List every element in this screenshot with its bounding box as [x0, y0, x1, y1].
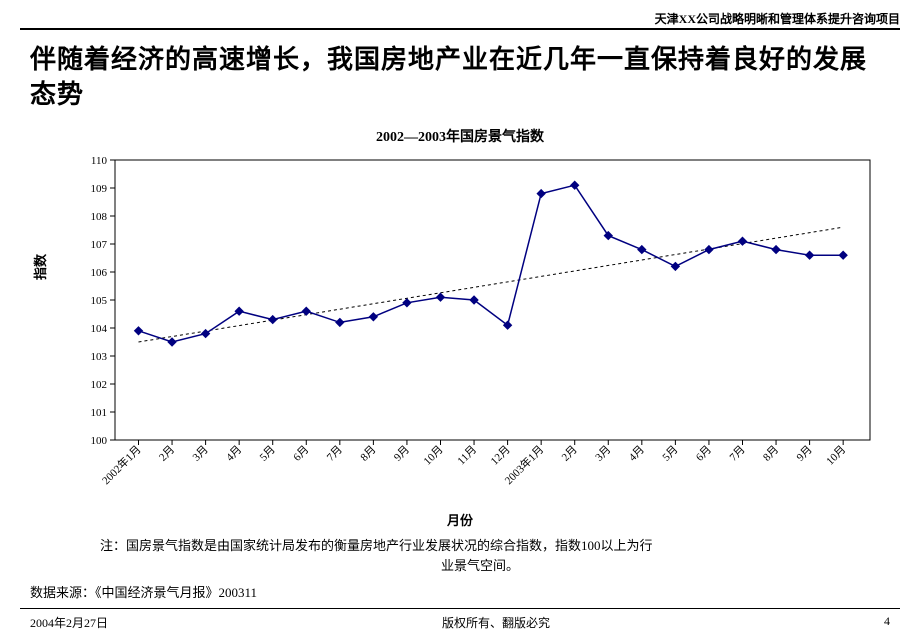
svg-text:109: 109 — [91, 183, 108, 195]
chart-title: 2002—2003年国房景气指数 — [0, 126, 920, 146]
svg-text:105: 105 — [91, 295, 108, 307]
svg-text:6月: 6月 — [694, 444, 714, 464]
svg-text:9月: 9月 — [795, 444, 815, 464]
svg-text:6月: 6月 — [291, 444, 311, 464]
svg-text:5月: 5月 — [258, 444, 278, 464]
svg-text:8月: 8月 — [761, 444, 781, 464]
svg-text:4月: 4月 — [224, 444, 244, 464]
svg-text:103: 103 — [91, 351, 108, 363]
footer-page: 4 — [884, 614, 890, 631]
svg-text:101: 101 — [91, 407, 108, 419]
svg-text:4月: 4月 — [627, 444, 647, 464]
data-source: 数据来源：《中国经济景气月报》200311 — [30, 582, 257, 601]
footer-rule — [20, 608, 900, 609]
svg-text:2月: 2月 — [157, 444, 177, 464]
svg-text:10月: 10月 — [824, 444, 848, 468]
svg-text:108: 108 — [91, 211, 108, 223]
note-line1: 注：国房景气指数是由国家统计局发布的衡量房地产行业发展状况的综合指数，指数100… — [100, 536, 860, 556]
x-axis-label: 月份 — [0, 510, 920, 529]
footer: 2004年2月27日 版权所有、翻版必究 4 — [30, 614, 890, 631]
svg-text:11月: 11月 — [455, 444, 479, 468]
footer-copyright: 版权所有、翻版必究 — [442, 614, 550, 631]
svg-text:100: 100 — [91, 435, 108, 447]
page-title: 伴随着经济的高速增长，我国房地产业在近几年一直保持着良好的发展态势 — [30, 42, 890, 112]
svg-text:2月: 2月 — [560, 444, 580, 464]
svg-text:107: 107 — [91, 239, 108, 251]
svg-text:7月: 7月 — [727, 444, 747, 464]
svg-text:110: 110 — [91, 155, 108, 167]
header-rule — [20, 28, 900, 30]
svg-text:9月: 9月 — [392, 444, 412, 464]
svg-text:10月: 10月 — [422, 444, 446, 468]
svg-text:8月: 8月 — [358, 444, 378, 464]
svg-text:12月: 12月 — [489, 444, 513, 468]
svg-text:104: 104 — [91, 323, 108, 335]
footer-date: 2004年2月27日 — [30, 614, 108, 631]
chart-note: 注：国房景气指数是由国家统计局发布的衡量房地产行业发展状况的综合指数，指数100… — [100, 536, 860, 575]
chart-container: 100 101 102 103 104 105 106 107 108 109 110 2002年1月… — [45, 150, 885, 530]
note-line2: 业景气空间。 — [100, 556, 860, 576]
chart-svg: 100 101 102 103 104 105 106 107 108 109 110 2002年1月… — [45, 150, 885, 530]
svg-text:3月: 3月 — [593, 444, 613, 464]
svg-text:3月: 3月 — [191, 444, 211, 464]
svg-text:7月: 7月 — [325, 444, 345, 464]
svg-text:5月: 5月 — [660, 444, 680, 464]
svg-text:2002年1月: 2002年1月 — [99, 442, 144, 487]
svg-text:102: 102 — [91, 379, 108, 391]
header-project: 天津XX公司战略明晰和管理体系提升咨询项目 — [655, 10, 900, 27]
svg-text:106: 106 — [91, 267, 108, 279]
